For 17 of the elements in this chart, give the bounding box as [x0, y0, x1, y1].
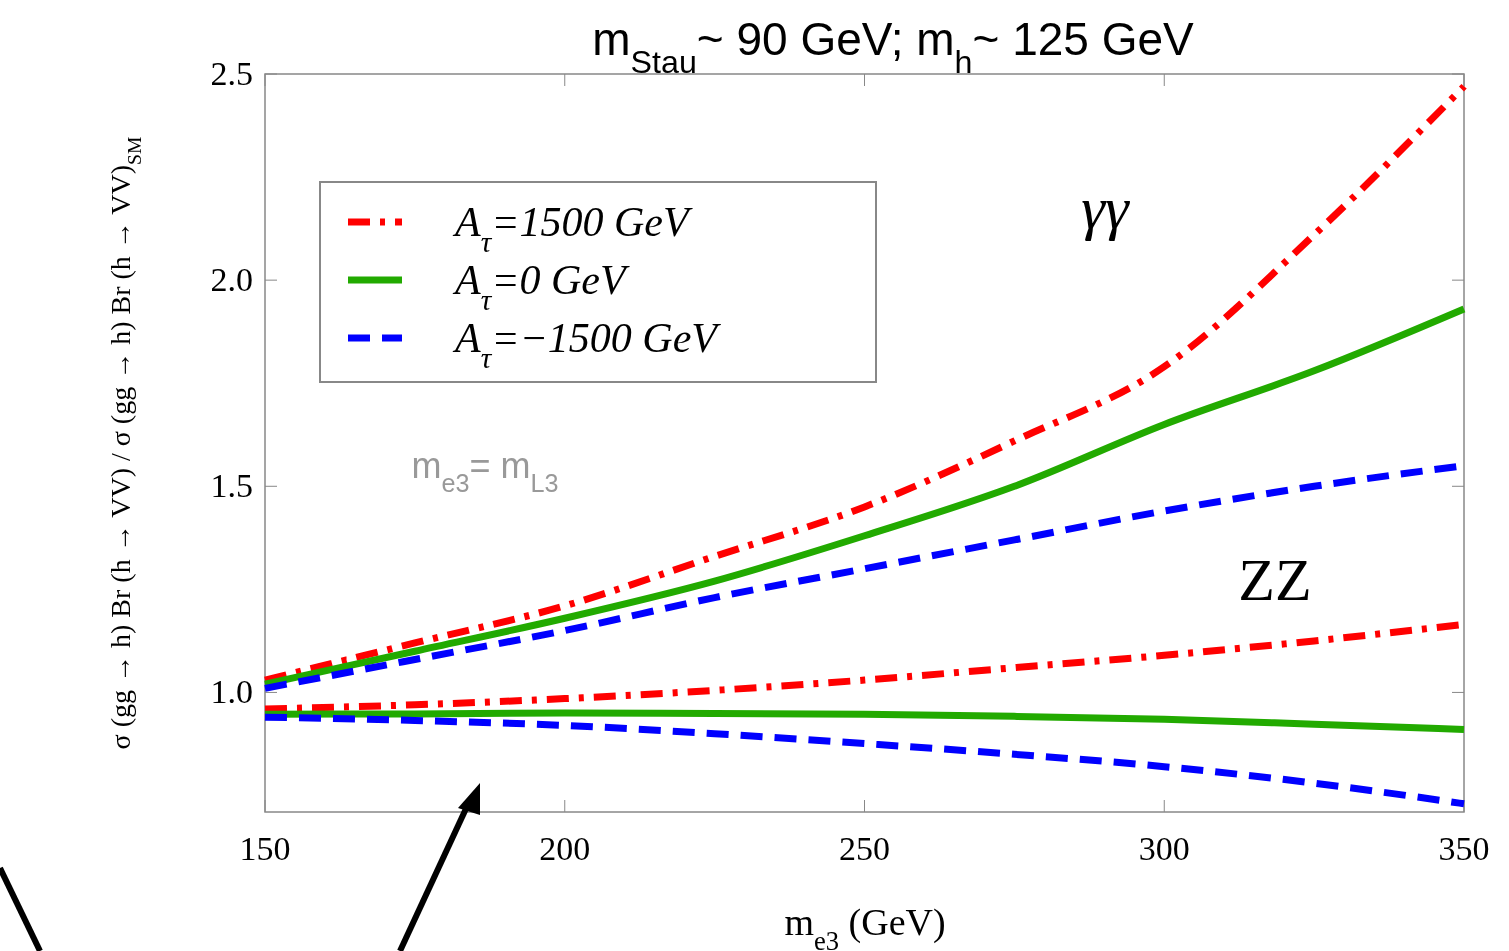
x-tick-label: 150	[239, 830, 291, 867]
x-tick-label: 200	[539, 830, 591, 867]
x-tick-label: 250	[839, 830, 890, 867]
legend-label: A$_{τ}$=1500 GeV	[452, 199, 693, 258]
x-axis-title: m$_{e3}$ (GeV)	[784, 901, 946, 951]
y-tick-label: 1.0	[210, 673, 253, 711]
chart-title: m$_{Stau}$~ 90 GeV; m$_{h}$~ 125 GeV	[592, 13, 1195, 80]
legend-label: A$_{τ}$=0 GeV	[452, 257, 630, 316]
annotation: ZZ	[1238, 547, 1312, 613]
y-tick-label: 2.5	[210, 55, 253, 92]
legend-label: A$_{τ}$=−1500 GeV	[452, 315, 722, 374]
y-tick-label: 1.5	[210, 467, 253, 505]
x-tick-label: 350	[1438, 830, 1490, 867]
y-tick-label: 2.0	[210, 261, 253, 299]
annotation: γγ	[1081, 175, 1130, 241]
annotation: m$_{e3}$= m$_{L3}$	[411, 445, 559, 497]
x-tick-label: 300	[1138, 830, 1190, 867]
